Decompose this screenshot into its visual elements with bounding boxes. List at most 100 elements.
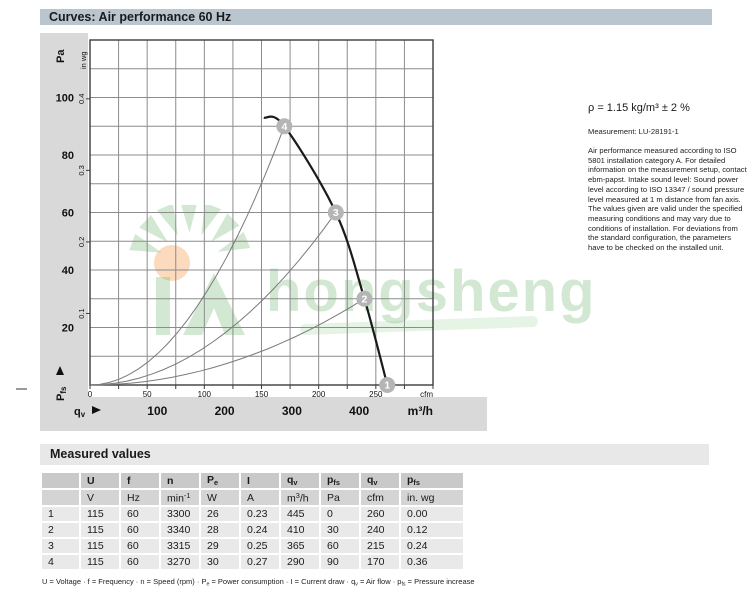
operating-point-4: 4 <box>276 118 293 135</box>
table-cell: 60 <box>121 555 159 569</box>
chart-panel: 4 3 2 1 0 50 100 150 200 250 cfm 0.1 0.2 0.3 0.4 20 40 60… <box>40 33 487 431</box>
table-cell: 30 <box>321 523 359 537</box>
svg-text:400: 400 <box>349 404 369 418</box>
svg-text:200: 200 <box>215 404 235 418</box>
table-cell: 3340 <box>161 523 199 537</box>
table-cell: V <box>81 490 119 505</box>
svg-text:0.3: 0.3 <box>77 165 86 175</box>
svg-text:80: 80 <box>62 150 74 162</box>
plot-background <box>88 33 487 397</box>
table-cell: 115 <box>81 507 119 521</box>
chart-grid <box>89 39 434 386</box>
svg-text:200: 200 <box>312 390 326 399</box>
fan-performance-curve <box>263 115 389 386</box>
table-cell: 2 <box>42 523 79 537</box>
table-cell: n <box>161 473 199 488</box>
svg-text:2: 2 <box>361 293 367 305</box>
svg-text:cfm: cfm <box>420 390 433 399</box>
table-cell: 3315 <box>161 539 199 553</box>
table-cell <box>42 490 79 505</box>
table-cell: 3 <box>42 539 79 553</box>
section-title-curves: Curves: Air performance 60 Hz <box>40 9 712 25</box>
svg-text:20: 20 <box>62 323 74 335</box>
table-cell: 0.24 <box>241 523 279 537</box>
table-row: 3 115 60 3315 29 0.25 365 60 215 0.24 <box>42 539 463 553</box>
svg-text:qv: qv <box>74 406 86 419</box>
svg-text:150: 150 <box>255 390 269 399</box>
section-title-measured-values-label: Measured values <box>50 447 151 461</box>
table-cell: 1 <box>42 507 79 521</box>
table-cell <box>42 473 79 488</box>
table-cell: 290 <box>281 555 319 569</box>
svg-text:m³/h: m³/h <box>408 404 433 418</box>
table-cell: 60 <box>321 539 359 553</box>
margin-mark <box>16 388 27 390</box>
table-cell: 445 <box>281 507 319 521</box>
table-cell: 4 <box>42 555 79 569</box>
table-cell: A <box>241 490 279 505</box>
table-cell: 60 <box>121 523 159 537</box>
table-cell: 0.36 <box>401 555 463 569</box>
operating-point-2: 2 <box>356 290 373 307</box>
table-cell: 170 <box>361 555 399 569</box>
table-cell: 28 <box>201 523 239 537</box>
table-cell: qv <box>281 473 319 488</box>
svg-text:40: 40 <box>62 265 74 277</box>
table-cell: 115 <box>81 523 119 537</box>
table-cell: cfm <box>361 490 399 505</box>
svg-text:4: 4 <box>281 121 287 133</box>
svg-text:100: 100 <box>198 390 212 399</box>
section-title-curves-label: Curves: Air performance 60 Hz <box>49 10 232 24</box>
table-cell: 60 <box>121 539 159 553</box>
svg-text:Pa: Pa <box>55 49 67 63</box>
svg-text:100: 100 <box>147 404 167 418</box>
table-cell: Pa <box>321 490 359 505</box>
table-cell: 30 <box>201 555 239 569</box>
svg-text:3: 3 <box>333 207 339 219</box>
table-cell: 0.24 <box>401 539 463 553</box>
measurement-notes: ρ = 1.15 kg/m³ ± 2 % Measurement: LU-281… <box>588 102 749 253</box>
measurement-description: Air performance measured according to IS… <box>588 146 747 253</box>
svg-text:60: 60 <box>62 208 74 220</box>
svg-text:Pfs: Pfs <box>55 386 68 401</box>
svg-text:50: 50 <box>143 390 152 399</box>
svg-text:100: 100 <box>56 93 74 105</box>
system-curves <box>89 126 365 386</box>
table-cell: W <box>201 490 239 505</box>
section-title-measured-values: Measured values <box>40 444 709 465</box>
table-cell: 115 <box>81 555 119 569</box>
table-cell: 0.25 <box>241 539 279 553</box>
table-cell: I <box>241 473 279 488</box>
table-cell: min-1 <box>161 490 199 505</box>
table-cell: 410 <box>281 523 319 537</box>
table-cell: 260 <box>361 507 399 521</box>
table-cell: 29 <box>201 539 239 553</box>
table-cell: 0.23 <box>241 507 279 521</box>
density-note: ρ = 1.15 kg/m³ ± 2 % <box>588 102 690 114</box>
table-cell: 0.00 <box>401 507 463 521</box>
table-row: 1 115 60 3300 26 0.23 445 0 260 0.00 <box>42 507 463 521</box>
table-cell: 240 <box>361 523 399 537</box>
table-cell: 0 <box>321 507 359 521</box>
air-performance-chart: 4 3 2 1 0 50 100 150 200 250 cfm 0.1 0.2 0.3 0.4 20 40 60… <box>55 39 434 419</box>
table-cell: 0.27 <box>241 555 279 569</box>
table-cell: 365 <box>281 539 319 553</box>
operating-point-1: 1 <box>379 377 396 393</box>
operating-point-3: 3 <box>327 204 344 221</box>
measurement-ref: Measurement: LU-28191-1 <box>588 127 679 136</box>
table-cell: pfs <box>321 473 359 488</box>
svg-text:300: 300 <box>282 404 302 418</box>
table-cell: pfs <box>401 473 463 488</box>
table-cell: qv <box>361 473 399 488</box>
table-cell: Hz <box>121 490 159 505</box>
table-cell: f <box>121 473 159 488</box>
table-cell: 60 <box>121 507 159 521</box>
table-cell: 215 <box>361 539 399 553</box>
table-cell: Pe <box>201 473 239 488</box>
table-cell: U <box>81 473 119 488</box>
svg-text:0.1: 0.1 <box>77 308 86 318</box>
